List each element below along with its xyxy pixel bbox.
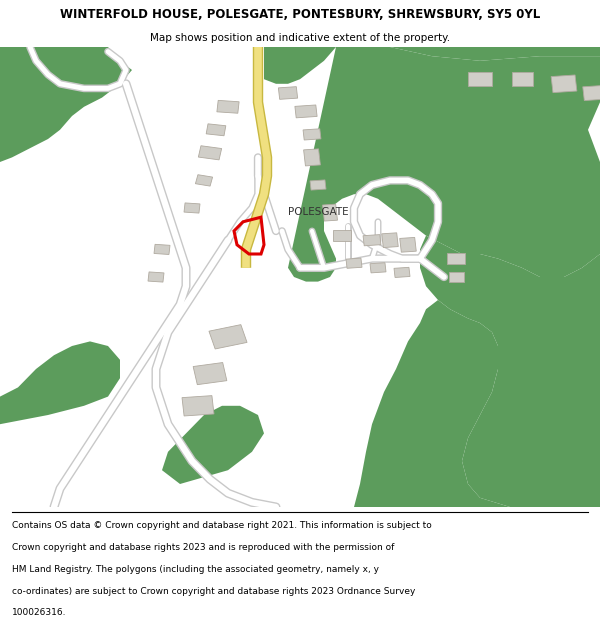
Polygon shape bbox=[148, 272, 164, 282]
Polygon shape bbox=[154, 244, 170, 254]
Text: WINTERFOLD HOUSE, POLESGATE, PONTESBURY, SHREWSBURY, SY5 0YL: WINTERFOLD HOUSE, POLESGATE, PONTESBURY,… bbox=[60, 9, 540, 21]
Polygon shape bbox=[217, 101, 239, 113]
Polygon shape bbox=[370, 262, 386, 273]
Polygon shape bbox=[330, 300, 510, 507]
Polygon shape bbox=[449, 272, 464, 282]
Polygon shape bbox=[447, 253, 465, 264]
Polygon shape bbox=[162, 406, 264, 484]
Polygon shape bbox=[420, 236, 600, 507]
Polygon shape bbox=[206, 124, 226, 136]
Polygon shape bbox=[182, 396, 214, 416]
Polygon shape bbox=[346, 258, 362, 268]
Polygon shape bbox=[528, 438, 600, 507]
Polygon shape bbox=[390, 47, 600, 61]
Polygon shape bbox=[363, 234, 381, 246]
Polygon shape bbox=[303, 129, 321, 140]
Polygon shape bbox=[0, 47, 132, 162]
Text: Contains OS data © Crown copyright and database right 2021. This information is : Contains OS data © Crown copyright and d… bbox=[12, 521, 432, 530]
Polygon shape bbox=[511, 72, 533, 86]
Text: 100026316.: 100026316. bbox=[12, 609, 67, 618]
Polygon shape bbox=[295, 105, 317, 118]
Polygon shape bbox=[264, 47, 336, 84]
Polygon shape bbox=[333, 230, 351, 241]
Polygon shape bbox=[400, 238, 416, 252]
Text: POLESGATE: POLESGATE bbox=[288, 208, 349, 217]
Polygon shape bbox=[394, 268, 410, 278]
Polygon shape bbox=[0, 341, 120, 424]
Polygon shape bbox=[382, 233, 398, 248]
Polygon shape bbox=[468, 72, 492, 86]
Polygon shape bbox=[323, 204, 337, 221]
Text: HM Land Registry. The polygons (including the associated geometry, namely x, y: HM Land Registry. The polygons (includin… bbox=[12, 565, 379, 574]
Polygon shape bbox=[199, 146, 221, 160]
Polygon shape bbox=[184, 203, 200, 213]
Text: Crown copyright and database rights 2023 and is reproduced with the permission o: Crown copyright and database rights 2023… bbox=[12, 543, 394, 552]
Polygon shape bbox=[551, 75, 577, 92]
Polygon shape bbox=[209, 324, 247, 349]
Polygon shape bbox=[310, 180, 326, 190]
Text: co-ordinates) are subject to Crown copyright and database rights 2023 Ordnance S: co-ordinates) are subject to Crown copyr… bbox=[12, 587, 415, 596]
Text: Map shows position and indicative extent of the property.: Map shows position and indicative extent… bbox=[150, 33, 450, 43]
Polygon shape bbox=[583, 86, 600, 101]
Polygon shape bbox=[196, 175, 212, 186]
Polygon shape bbox=[304, 149, 320, 166]
Polygon shape bbox=[288, 47, 600, 282]
Polygon shape bbox=[278, 87, 298, 99]
Polygon shape bbox=[193, 362, 227, 384]
